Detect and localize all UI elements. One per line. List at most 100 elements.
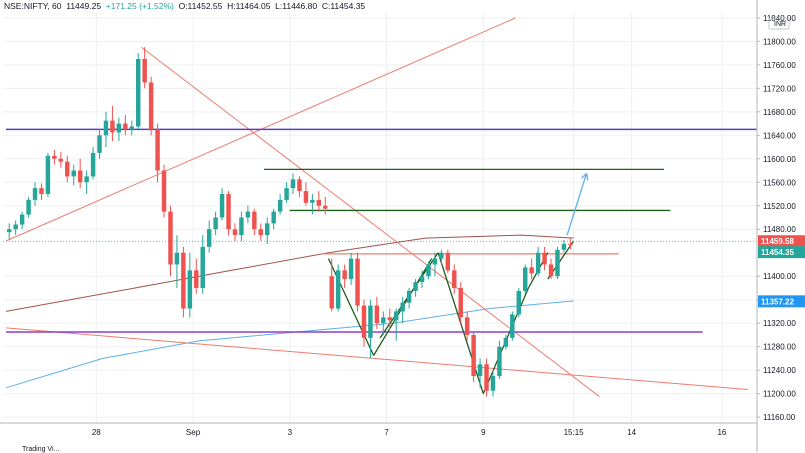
lower-red-trendline: [5, 327, 748, 391]
candle-body: [284, 188, 289, 200]
candle-body: [116, 123, 122, 133]
candle-body: [77, 170, 83, 183]
candle-body: [194, 270, 199, 288]
candle-body: [129, 126, 134, 130]
candle-body: [181, 252, 186, 309]
candle-body: [464, 317, 470, 335]
candle-body: [297, 179, 302, 192]
open-value: O:11452.55: [178, 1, 223, 11]
x-tick-label: 14: [627, 428, 636, 437]
candle-body: [316, 199, 322, 206]
candle-body: [400, 302, 405, 312]
candle-body: [381, 317, 386, 324]
candle-body: [445, 252, 451, 271]
candle-body: [503, 337, 509, 347]
y-tick-label: 11280.00: [763, 343, 796, 352]
candle-body: [484, 364, 489, 391]
symbol-name[interactable]: NSE:NIFTY, 60: [4, 1, 62, 11]
y-tick-label: 11800.00: [763, 37, 796, 46]
candle-body: [7, 229, 12, 233]
price-change: +171.25 (+1.52%): [105, 1, 174, 11]
candle-body: [148, 82, 154, 130]
candle-body: [529, 267, 534, 274]
candle-body: [219, 194, 225, 218]
candle-body: [168, 211, 173, 265]
candle-body: [542, 252, 547, 265]
tag-11357-label: 11357.22: [761, 297, 794, 306]
candle-body: [245, 211, 251, 218]
candle-body: [232, 229, 238, 236]
candle-body: [213, 217, 218, 230]
x-tick-label: Sep: [186, 428, 201, 437]
candle-body: [555, 249, 560, 277]
candle-body: [419, 276, 425, 283]
projection-arrow-head: [581, 172, 587, 179]
candle-body: [510, 314, 515, 338]
candle-body: [19, 214, 25, 225]
y-tick-label: 11480.00: [763, 225, 796, 234]
candle-body: [52, 155, 57, 159]
projection-arrow-head: [585, 173, 589, 181]
candle-body: [413, 282, 418, 291]
x-tick-label: 9: [481, 428, 486, 437]
x-tick-label: 15:15: [564, 428, 585, 437]
x-tick-label: 7: [384, 428, 389, 437]
candle-body: [155, 129, 160, 171]
candle-body: [252, 211, 257, 230]
candle-body: [13, 224, 18, 230]
y-tick-label: 11240.00: [763, 366, 796, 375]
symbol-header: NSE:NIFTY, 60 11449.25 +171.25 (+1.52%) …: [4, 1, 365, 11]
moving-average-brown: [5, 234, 574, 312]
candle-body: [290, 179, 296, 189]
candlestick-series: [7, 47, 573, 397]
tag-11454: [758, 246, 805, 259]
candle-body: [142, 58, 147, 83]
candle-body: [45, 155, 51, 195]
candle-body: [65, 161, 70, 177]
candle-body: [323, 205, 328, 209]
candle-body: [226, 194, 231, 230]
candle-body: [439, 252, 444, 259]
x-tick-label: 3: [288, 428, 293, 437]
chart-grid: [3, 12, 757, 423]
y-tick-label: 11720.00: [763, 84, 796, 93]
candle-body: [432, 258, 438, 265]
candle-body: [239, 217, 244, 236]
candle-body: [277, 199, 283, 212]
y-tick-label: 11160.00: [763, 413, 796, 422]
y-tick-label: 11560.00: [763, 178, 796, 187]
candle-body: [58, 158, 64, 162]
candle-body: [516, 290, 521, 315]
candle-body: [303, 191, 309, 203]
candle-body: [406, 290, 412, 303]
x-tick-label: 16: [717, 428, 726, 437]
candle-body: [32, 188, 38, 200]
candle-body: [361, 305, 367, 338]
candle-body: [568, 243, 573, 245]
y-tick-label: 11840.00: [763, 14, 796, 23]
currency-label: INR: [774, 21, 786, 28]
projection-arrow: [566, 173, 588, 236]
candle-body: [39, 188, 44, 195]
candle-body: [26, 199, 31, 215]
y-tick-label: 11520.00: [763, 202, 796, 211]
candle-body: [271, 211, 276, 224]
candle-body: [452, 270, 457, 288]
candle-body: [548, 264, 554, 277]
candle-body: [136, 58, 141, 127]
chart-drawings: [3, 17, 757, 397]
candle-body: [490, 376, 496, 391]
candle-body: [84, 176, 89, 183]
tag-11454-label: 11454.35: [761, 248, 794, 257]
low-value: L:11446.80: [275, 1, 318, 11]
y-tick-label: 11640.00: [763, 131, 796, 140]
high-value: H:11464.05: [227, 1, 271, 11]
candle-body: [110, 120, 115, 133]
falling-red-trendline: [141, 46, 600, 397]
candle-body: [103, 120, 109, 136]
y-tick-label: 11680.00: [763, 108, 796, 117]
candle-body: [561, 243, 567, 250]
candle-body: [187, 270, 193, 309]
